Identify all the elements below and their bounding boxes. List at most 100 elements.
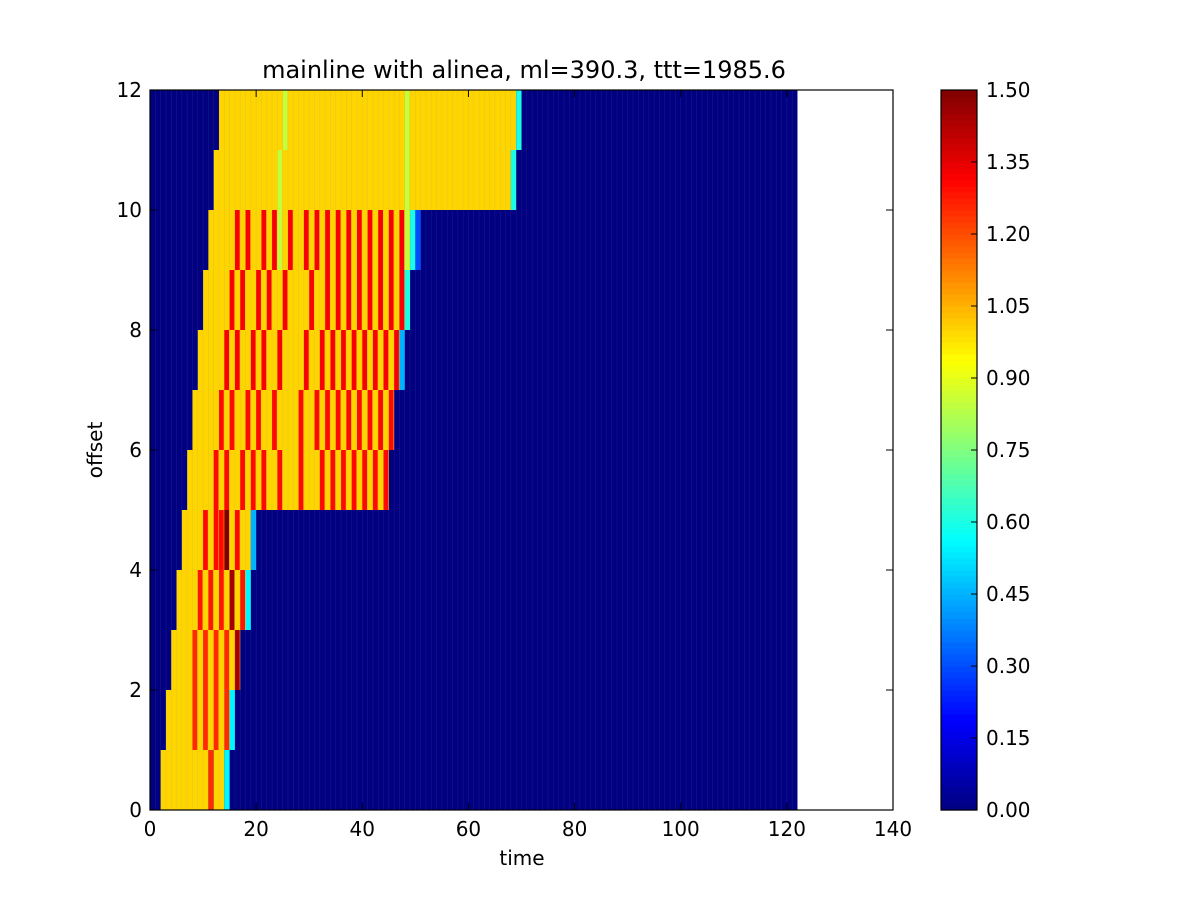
heatmap-cell (277, 330, 283, 390)
colorbar-segment (941, 528, 977, 535)
colorbar-segment (941, 294, 977, 301)
colorbar-segment (941, 768, 977, 775)
colorbar-segment (941, 348, 977, 355)
colorbar-segment (941, 486, 977, 493)
heatmap-cell (208, 210, 411, 270)
colorbar-segment (941, 780, 977, 787)
heatmap-cell (229, 270, 235, 330)
colorbar-segment (941, 480, 977, 487)
colorbar-segment (941, 798, 977, 805)
heatmap-cell (250, 510, 257, 570)
colorbar-segment (941, 174, 977, 181)
heatmap-cell (240, 450, 245, 510)
colorbar-segment (941, 102, 977, 109)
colorbar-segment (941, 240, 977, 247)
colorbar-segment (941, 126, 977, 133)
colorbar-segment (941, 252, 977, 259)
heatmap-cell (378, 390, 383, 450)
colorbar-segment (941, 660, 977, 667)
heatmap-cell (203, 630, 208, 690)
colorbar-segment (941, 96, 977, 103)
colorbar-segment (941, 522, 977, 529)
colorbar-segment (941, 288, 977, 295)
heatmap-cell (319, 450, 325, 510)
heatmap-cell (192, 630, 198, 690)
heatmap-cell (272, 210, 277, 270)
colorbar-segment (941, 702, 977, 709)
colorbar-segment (941, 330, 977, 337)
colorbar-segment (941, 438, 977, 445)
colorbar-segment (941, 204, 977, 211)
heatmap-cell (346, 390, 352, 450)
heatmap-cell (362, 450, 368, 510)
colorbar-tick-label: 0.60 (986, 510, 1031, 534)
heatmap-cell (351, 330, 357, 390)
colorbar-segment (941, 558, 977, 565)
heatmap-cell (218, 510, 224, 570)
heatmap-cell (404, 150, 410, 210)
heatmap-cell (399, 210, 405, 270)
heatmap-cell (346, 210, 352, 270)
colorbar-tick-label: 0.00 (986, 798, 1031, 822)
colorbar-segment (941, 90, 977, 97)
heatmap-cell (229, 690, 235, 750)
y-axis-label: offset (83, 422, 107, 479)
colorbar-segment (941, 150, 977, 157)
colorbar-segment (941, 228, 977, 235)
heatmap-cell (303, 210, 309, 270)
heatmap-cell (383, 330, 389, 390)
heatmap-cell (330, 450, 336, 510)
colorbar-segment (941, 750, 977, 757)
heatmap-cell (272, 390, 277, 450)
colorbar-segment (941, 696, 977, 703)
colorbar-segment (941, 540, 977, 547)
colorbar-segment (941, 738, 977, 745)
colorbar-segment (941, 756, 977, 763)
x-axis-label: time (499, 846, 544, 870)
heatmap-cell (362, 330, 368, 390)
heatmap-cell (213, 150, 511, 210)
colorbar-segment (941, 666, 977, 673)
heatmap-cell (388, 390, 394, 450)
colorbar-segment (941, 156, 977, 163)
colorbar-segment (941, 498, 977, 505)
heatmap-cell (367, 270, 373, 330)
heatmap-cell (229, 390, 235, 450)
colorbar-segment (941, 372, 977, 379)
heatmap-cell (261, 210, 267, 270)
colorbar-segment (941, 114, 977, 121)
colorbar-segment (941, 552, 977, 559)
heatmap-cell (224, 330, 230, 390)
colorbar-segment (941, 792, 977, 799)
heatmap-cell (415, 210, 421, 270)
colorbar-segment (941, 420, 977, 427)
colorbar-segment (941, 186, 977, 193)
colorbar-segment (941, 570, 977, 577)
heatmap-cell (367, 390, 373, 450)
heatmap-cell (213, 450, 219, 510)
heatmap-cell (378, 210, 383, 270)
heatmap-cell (250, 450, 256, 510)
colorbar-segment (941, 576, 977, 583)
heatmap-cell (410, 210, 416, 270)
heatmap-cell (245, 390, 251, 450)
heatmap-cell (335, 210, 341, 270)
heatmap-cell (325, 270, 330, 330)
heatmap-cell (234, 330, 240, 390)
colorbar-segment (941, 744, 977, 751)
heatmap-cell (372, 330, 378, 390)
heatmap-cell (277, 210, 283, 270)
heatmap-cell (165, 690, 230, 750)
heatmap-cell (330, 330, 336, 390)
colorbar-segment (941, 246, 977, 253)
colorbar-tick-label: 1.50 (986, 78, 1031, 102)
colorbar-segment (941, 264, 977, 271)
colorbar-tick-label: 1.05 (986, 294, 1031, 318)
colorbar-segment (941, 216, 977, 223)
colorbar-segment (941, 546, 977, 553)
heatmap-cell (388, 270, 394, 330)
x-tick-label: 100 (662, 817, 700, 841)
colorbar-segment (941, 474, 977, 481)
colorbar-segment (941, 678, 977, 685)
colorbar-segment (941, 390, 977, 397)
